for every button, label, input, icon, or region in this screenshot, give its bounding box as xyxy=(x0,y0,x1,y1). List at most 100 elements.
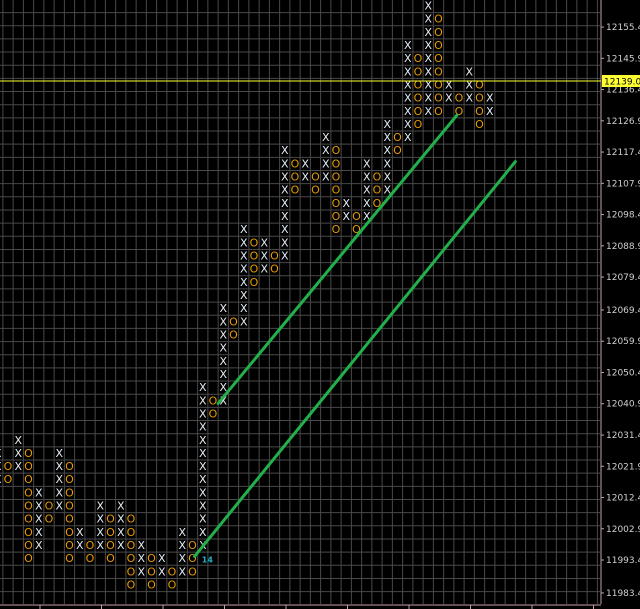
x-box: X xyxy=(424,65,432,78)
o-box: O xyxy=(65,460,74,473)
x-box: X xyxy=(199,447,207,460)
o-box: O xyxy=(188,539,197,552)
o-box: O xyxy=(24,500,33,513)
x-box: X xyxy=(117,539,125,552)
o-box: O xyxy=(209,394,218,407)
o-box: O xyxy=(414,52,423,65)
price-axis-label: 12088.9 xyxy=(606,242,640,252)
x-box: X xyxy=(199,486,207,499)
x-box: X xyxy=(404,118,412,131)
x-box: X xyxy=(404,39,412,52)
o-box: O xyxy=(24,486,33,499)
o-box: O xyxy=(434,105,443,118)
x-box: X xyxy=(240,276,248,289)
x-box: X xyxy=(219,302,227,315)
x-box: X xyxy=(281,157,289,170)
o-box: O xyxy=(311,171,320,184)
x-box: X xyxy=(281,144,289,157)
o-box: O xyxy=(250,263,259,276)
o-box: O xyxy=(434,65,443,78)
o-column: OOO xyxy=(291,157,300,196)
x-box: X xyxy=(219,315,227,328)
o-column: OO xyxy=(270,250,279,276)
x-box: X xyxy=(137,552,145,565)
x-box: X xyxy=(240,223,248,236)
o-box: O xyxy=(434,13,443,26)
x-box: X xyxy=(55,460,63,473)
x-box: X xyxy=(178,526,186,539)
o-column: OO xyxy=(209,394,218,420)
x-column: XX xyxy=(76,526,84,552)
o-box: O xyxy=(24,513,33,526)
o-column: OO xyxy=(352,210,361,236)
o-box: O xyxy=(147,565,156,578)
o-box: O xyxy=(106,552,115,565)
x-box: X xyxy=(14,460,22,473)
x-box: X xyxy=(55,500,63,513)
o-column: OO xyxy=(311,171,320,197)
o-box: O xyxy=(65,513,74,526)
x-box: X xyxy=(219,394,227,407)
o-box: O xyxy=(414,105,423,118)
price-axis-label: 12012.4 xyxy=(606,494,640,504)
o-box: O xyxy=(229,315,238,328)
x-box: X xyxy=(199,421,207,434)
x-box: X xyxy=(240,236,248,249)
o-box: O xyxy=(127,565,136,578)
x-box: X xyxy=(383,157,391,170)
o-column: OO xyxy=(229,315,238,341)
x-box: X xyxy=(219,355,227,368)
x-box: X xyxy=(219,381,227,394)
x-box: X xyxy=(363,210,371,223)
x-column: XX xyxy=(158,552,166,578)
o-box: O xyxy=(127,539,136,552)
x-box: X xyxy=(404,65,412,78)
o-box: O xyxy=(332,157,341,170)
x-box: X xyxy=(219,368,227,381)
x-box: X xyxy=(199,407,207,420)
o-column: OO xyxy=(393,131,402,157)
o-box: O xyxy=(434,92,443,105)
o-box: O xyxy=(414,92,423,105)
month-marker: 14 xyxy=(202,556,214,565)
price-axis-label: 12098.4 xyxy=(606,211,640,221)
o-box: O xyxy=(393,144,402,157)
x-box: X xyxy=(342,197,350,210)
x-box: X xyxy=(96,526,104,539)
x-box: X xyxy=(322,171,330,184)
o-box: O xyxy=(455,92,464,105)
o-box: O xyxy=(188,565,197,578)
o-box: O xyxy=(127,526,136,539)
x-box: X xyxy=(404,92,412,105)
x-column: XX xyxy=(486,92,494,118)
o-box: O xyxy=(291,184,300,197)
o-box: O xyxy=(24,447,33,460)
o-box: O xyxy=(434,78,443,91)
o-box: O xyxy=(229,328,238,341)
x-box: X xyxy=(219,342,227,355)
price-axis-label: 12126.9 xyxy=(606,117,640,127)
o-box: O xyxy=(270,250,279,263)
o-box: O xyxy=(352,223,361,236)
o-column: OO xyxy=(45,500,54,526)
x-box: X xyxy=(383,118,391,131)
o-box: O xyxy=(127,579,136,592)
o-box: O xyxy=(45,513,54,526)
x-box: X xyxy=(383,171,391,184)
x-box: X xyxy=(383,184,391,197)
x-box: X xyxy=(424,78,432,91)
price-axis-background xyxy=(601,0,640,609)
x-box: X xyxy=(486,92,494,105)
o-box: O xyxy=(65,500,74,513)
x-box: X xyxy=(363,157,371,170)
